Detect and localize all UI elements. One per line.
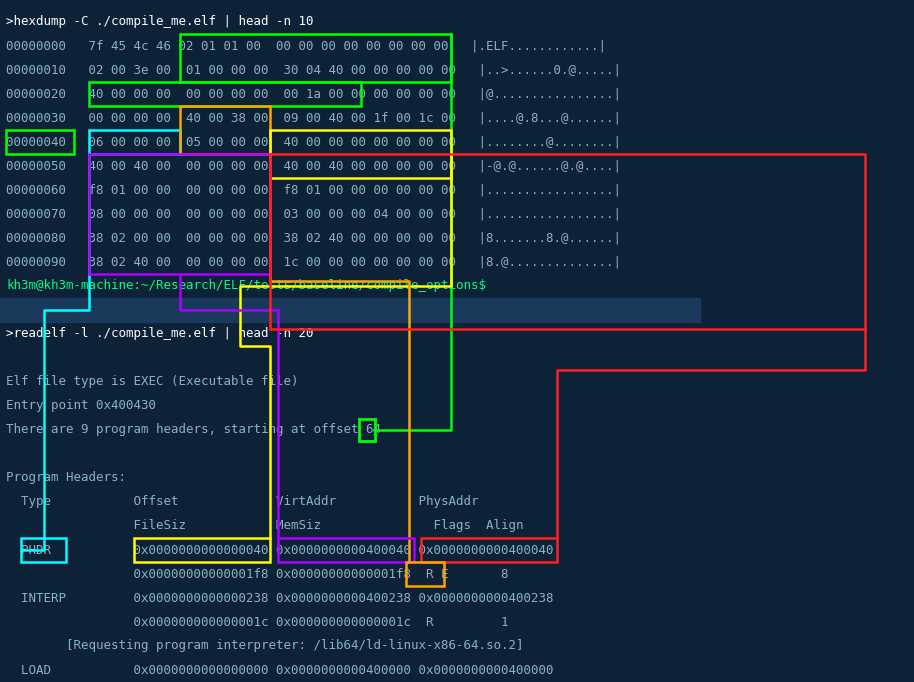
Text: >hexdump -C ./compile_me.elf | head -n 10: >hexdump -C ./compile_me.elf | head -n 1… [6,16,314,29]
Text: Entry point 0x400430: Entry point 0x400430 [6,400,156,413]
Bar [180,34,452,82]
Bar [89,82,361,106]
Text: INTERP         0x0000000000000238 0x0000000000400238 0x0000000000400238: INTERP 0x0000000000000238 0x000000000040… [6,591,554,604]
Text: 00000000   7f 45 4c 46 02 01 01 00  00 00 00 00 00 00 00 00   |.ELF............|: 00000000 7f 45 4c 46 02 01 01 00 00 00 0… [6,40,606,53]
Text: LOAD           0x0000000000000000 0x0000000000400000 0x0000000000400000: LOAD 0x0000000000000000 0x00000000004000… [6,664,554,677]
Text: 00000070   08 00 00 00  00 00 00 00  03 00 00 00 04 00 00 00   |................: 00000070 08 00 00 00 00 00 00 00 03 00 0… [6,207,621,220]
Text: 0x000000000000001c 0x000000000000001c  R         1: 0x000000000000001c 0x000000000000001c R … [6,615,508,629]
Text: Elf file type is EXEC (Executable file): Elf file type is EXEC (Executable file) [6,376,299,389]
Text: Type           Offset             VirtAddr           PhysAddr: Type Offset VirtAddr PhysAddr [6,496,479,509]
Text: 00000080   38 02 00 00  00 00 00 00  38 02 40 00 00 00 00 00   |8.......8.@.....: 00000080 38 02 00 00 00 00 00 00 38 02 4… [6,231,621,245]
Text: 00000040   06 00 00 00  05 00 00 00  40 00 00 00 00 00 00 00   |........@.......: 00000040 06 00 00 00 05 00 00 00 40 00 0… [6,136,621,149]
Text: 00000060   f8 01 00 00  00 00 00 00  f8 01 00 00 00 00 00 00   |................: 00000060 f8 01 00 00 00 00 00 00 f8 01 0… [6,183,621,196]
Text: 00000090   38 02 40 00  00 00 00 00  1c 00 00 00 00 00 00 00   |8.@.............: 00000090 38 02 40 00 00 00 00 00 1c 00 0… [6,256,621,269]
Bar [271,130,452,178]
Text: [Requesting program interpreter: /lib64/ld-linux-x86-64.so.2]: [Requesting program interpreter: /lib64/… [6,640,524,653]
Bar [180,106,271,154]
Bar [278,538,414,562]
Text: kh3m@kh3m-machine:~/Research/ELF/tests/baseline/compile_options$: kh3m@kh3m-machine:~/Research/ELF/tests/b… [6,280,486,293]
Bar [406,562,444,586]
Bar [21,538,67,562]
Text: PHDR           0x0000000000000040 0x0000000000400040 0x0000000000400040: PHDR 0x0000000000000040 0x00000000004000… [6,544,554,557]
Text: Program Headers:: Program Headers: [6,471,126,484]
Text: FileSiz            MemSiz               Flags  Align: FileSiz MemSiz Flags Align [6,520,524,533]
Bar [89,154,271,274]
Bar [359,419,376,441]
Text: 00000030   00 00 00 00  40 00 38 00  09 00 40 00 1f 00 1c 00   |....@.8...@.....: 00000030 00 00 00 00 40 00 38 00 09 00 4… [6,111,621,125]
Bar [271,154,865,329]
Text: >readelf -l ./compile_me.elf | head -n 20: >readelf -l ./compile_me.elf | head -n 2… [6,327,314,340]
Text: 00000020   40 00 00 00  00 00 00 00  00 1a 00 00 00 00 00 00   |@...............: 00000020 40 00 00 00 00 00 00 00 00 1a 0… [6,87,621,100]
Bar [0,298,700,322]
Bar [421,538,558,562]
Bar [89,130,180,154]
Text: 00000010   02 00 3e 00  01 00 00 00  30 04 40 00 00 00 00 00   |..>......0.@....: 00000010 02 00 3e 00 01 00 00 00 30 04 4… [6,63,621,76]
Text: There are 9 program headers, starting at offset 64: There are 9 program headers, starting at… [6,424,381,436]
Text: 0x00000000000001f8 0x00000000000001f8  R E       8: 0x00000000000001f8 0x00000000000001f8 R … [6,567,508,580]
Text: 00000050   40 00 40 00  00 00 00 00  40 00 40 00 00 00 00 00   |-@.@......@.@...: 00000050 40 00 40 00 00 00 00 00 40 00 4… [6,160,621,173]
Bar [6,130,74,154]
Bar [134,538,271,562]
